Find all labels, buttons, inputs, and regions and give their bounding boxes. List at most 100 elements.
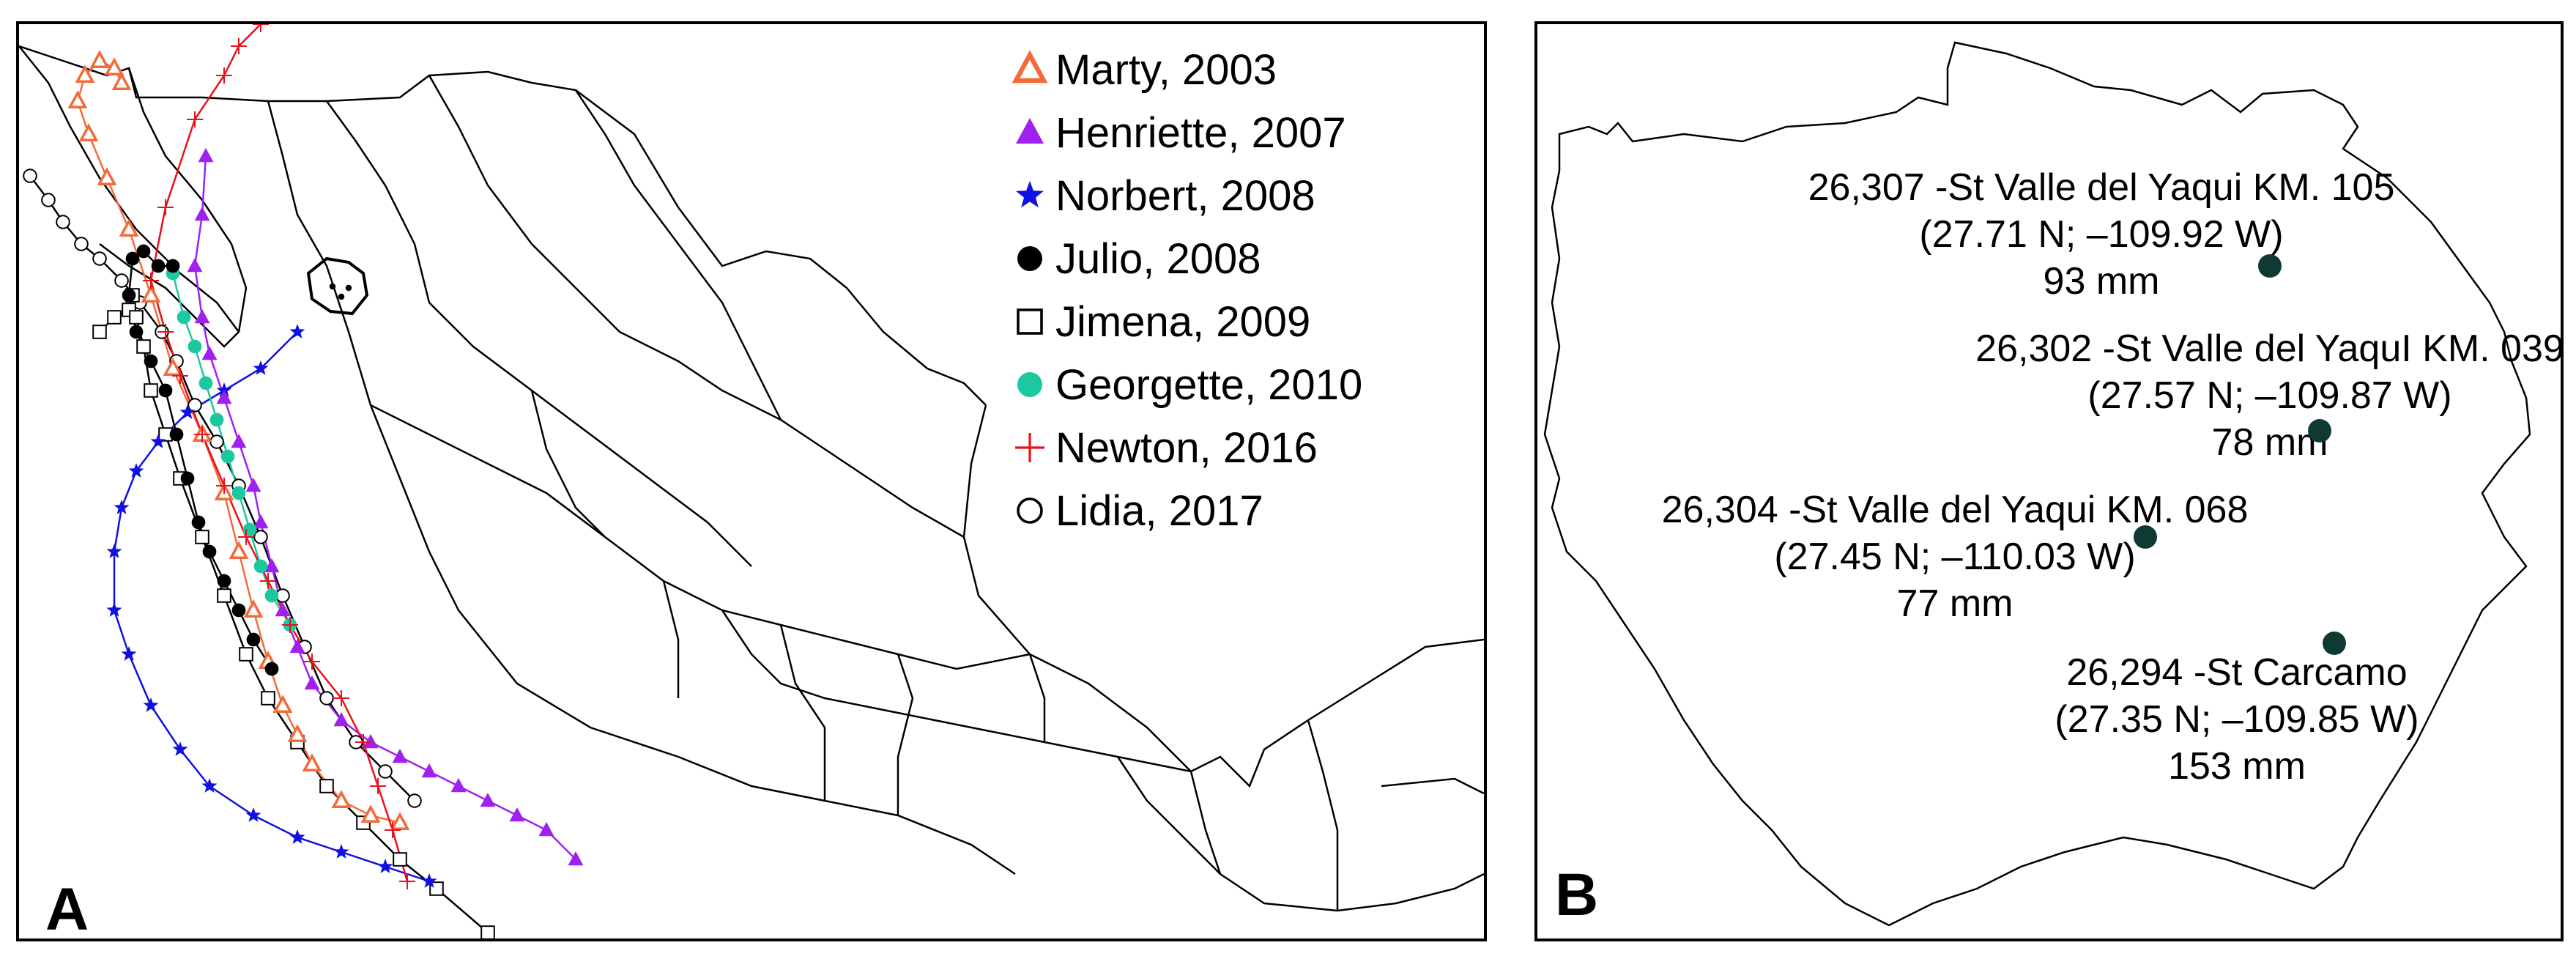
- track-marty-point: [390, 812, 410, 831]
- track-henriette-point: [538, 822, 554, 837]
- track-newton-point: [399, 873, 415, 889]
- legend-label: Julio, 2008: [1055, 235, 1261, 283]
- track-marty-point: [119, 218, 139, 237]
- region-outline: [1543, 41, 2531, 927]
- track-georgette-point: [198, 376, 213, 390]
- legend-label: Henriette, 2007: [1055, 109, 1346, 157]
- track-henriette-point: [194, 309, 210, 324]
- track-lidia-point: [114, 273, 129, 288]
- track-julio-point: [246, 632, 261, 647]
- legend-label: Newton, 2016: [1055, 424, 1318, 472]
- station-dot: [2134, 525, 2157, 549]
- stations: 26,307 -St Valle del Yaqui KM. 105(27.71…: [1662, 166, 2561, 788]
- station-coords: (27.57 N; –109.87 W): [2087, 374, 2451, 417]
- track-henriette-point: [568, 851, 584, 866]
- legend-label: Marty, 2003: [1055, 46, 1277, 94]
- mexico-track-map: Marty, 2003 Henriette, 2007 Norbert, 2008 J…: [19, 24, 1484, 938]
- track-julio-point: [144, 354, 158, 369]
- track-newton-point: [253, 24, 269, 32]
- track-jimena-point: [319, 779, 334, 793]
- track-jimena-point: [107, 310, 122, 325]
- track-henriette-point: [216, 390, 232, 404]
- legend-marker-6: [1015, 433, 1044, 462]
- track-henriette-point: [304, 675, 320, 690]
- track-henriette-point: [509, 807, 525, 822]
- track-henriette-point: [264, 558, 280, 573]
- track-norbert-point: [172, 741, 188, 756]
- track-marty-point: [78, 123, 99, 142]
- track-newton-point: [143, 273, 159, 289]
- station-name: 26,302 -St Valle del YaquI KM. 039: [1975, 327, 2561, 370]
- track-julio-point: [151, 259, 166, 273]
- track-julio-point: [202, 544, 217, 559]
- track-marty-point: [331, 790, 352, 809]
- track-julio-point: [264, 662, 279, 676]
- station-rainfall: 153 mm: [2168, 745, 2306, 788]
- track-norbert-point: [114, 500, 130, 514]
- track-lidia-point: [209, 434, 224, 449]
- track-henriette-point: [333, 712, 349, 727]
- track-marty-point: [287, 724, 308, 743]
- track-marty-point: [229, 541, 249, 560]
- track-henriette-point: [201, 346, 218, 360]
- track-marty-point: [111, 72, 132, 91]
- station-coords: (27.45 N; –110.03 W): [1774, 536, 2135, 578]
- track-julio-point: [231, 603, 246, 618]
- track-jimena-point: [92, 325, 107, 339]
- track-henriette-point: [480, 793, 496, 807]
- legend-marker-5: [1017, 372, 1042, 397]
- station-0: 26,307 -St Valle del Yaqui KM. 105(27.71…: [1808, 166, 2395, 303]
- track-lidia-point: [23, 169, 37, 183]
- track-norbert-point: [289, 829, 305, 844]
- track-newton-point: [304, 653, 320, 670]
- track-norbert-point: [179, 404, 196, 419]
- station-name: 26,304 -St Valle del Yaqui KM. 068: [1662, 489, 2249, 531]
- legend-marker-1: [1016, 118, 1044, 144]
- track-georgette-point: [188, 339, 202, 354]
- track-newton-point: [282, 617, 298, 633]
- station-dot: [2308, 419, 2331, 443]
- track-newton-point: [157, 324, 174, 340]
- map-outlines: [19, 45, 1484, 912]
- track-newton-point: [260, 573, 276, 589]
- track-henriette-point: [289, 639, 305, 653]
- track-lidia-point: [319, 691, 334, 706]
- track-marty-point: [67, 90, 88, 109]
- track-marty-point: [163, 358, 183, 377]
- track-henriette-point: [194, 207, 210, 221]
- track-jimena-point: [136, 339, 151, 354]
- track-julio-point: [136, 244, 151, 259]
- track-jimena-point: [393, 852, 407, 867]
- track-marty-point: [141, 284, 161, 303]
- track-jimena-point: [195, 530, 209, 544]
- track-newton-point: [216, 478, 232, 494]
- track-henriette-point: [450, 778, 467, 793]
- track-henriette-point: [231, 434, 247, 448]
- legend-marker-2: [1016, 181, 1044, 208]
- track-newton-point: [355, 734, 371, 750]
- track-newton-point: [216, 67, 232, 84]
- track-marty-point: [302, 753, 322, 772]
- map-panel-a: Marty, 2003 Henriette, 2007 Norbert, 2008 J…: [16, 21, 1487, 941]
- track-newton-point: [194, 426, 210, 443]
- track-norbert-point: [128, 463, 144, 478]
- track-norbert-point: [106, 602, 122, 617]
- track-newton-point: [231, 38, 247, 54]
- track-georgette-point: [253, 559, 268, 574]
- track-jimena-point: [261, 691, 275, 706]
- track-georgette-point: [209, 412, 224, 427]
- legend-marker-3: [1017, 246, 1042, 271]
- track-georgette-point: [264, 588, 279, 603]
- station-coords: (27.35 N; –109.85 W): [2055, 698, 2419, 741]
- track-newton-point: [172, 368, 188, 384]
- track-jimena-point: [217, 588, 231, 603]
- track-marty-point: [243, 599, 264, 618]
- track-newton-point: [385, 822, 401, 838]
- station-1: 26,302 -St Valle del YaquI KM. 039(27.57…: [1975, 327, 2561, 464]
- track-newton-point: [157, 199, 174, 215]
- track-norbert-point: [121, 646, 137, 661]
- track-norbert-point: [216, 382, 232, 397]
- track-lidia-point: [407, 793, 422, 808]
- track-henriette-point: [275, 602, 291, 617]
- track-jimena-point: [239, 647, 253, 662]
